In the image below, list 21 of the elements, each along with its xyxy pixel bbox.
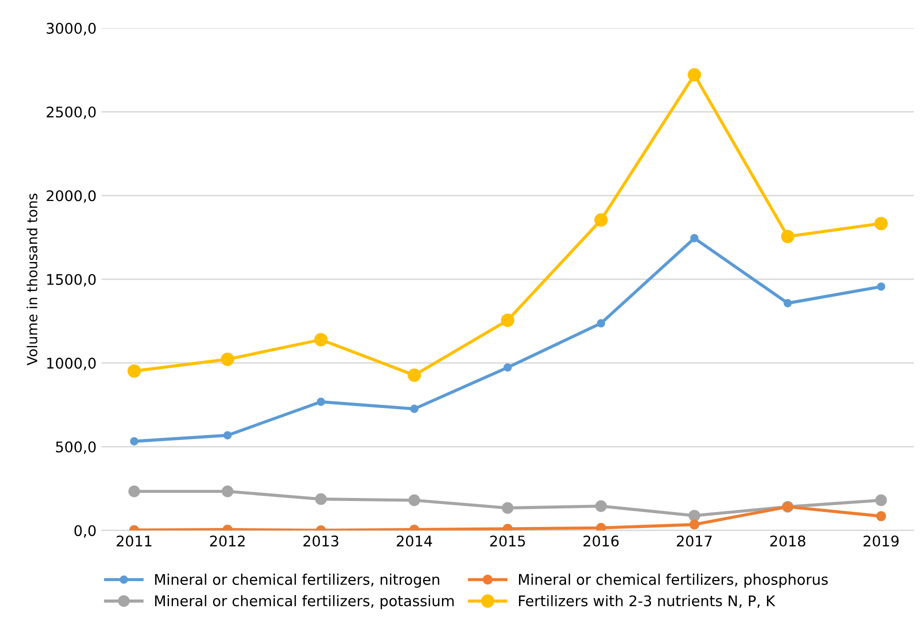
legend-label: Mineral or chemical fertilizers, nitrogen: [155, 574, 440, 588]
y-tick-label: 2500,0: [46, 106, 96, 120]
x-tick-label: 2015: [490, 536, 525, 547]
x-tick-label: 2013: [303, 536, 338, 547]
x-tick-label: 2014: [396, 536, 432, 547]
x-tick-label: 2019: [864, 536, 899, 547]
x-tick-label: 2017: [676, 536, 712, 547]
x-tick-label: 2012: [210, 536, 245, 547]
x-tick-label: 2016: [584, 536, 619, 547]
y-tick-label: 2000,0: [46, 190, 96, 203]
x-tick-label: 2018: [770, 536, 806, 547]
y-tick-label: 500,0: [56, 441, 96, 454]
y-tick-label: 1000,0: [47, 358, 96, 370]
y-tick-label: 3000,0: [46, 22, 96, 36]
y-tick-label: 1500,0: [47, 274, 96, 286]
legend-label: Mineral or chemical fertilizers, potassium: [155, 595, 454, 610]
legend-label: Fertilizers with 2-3 nutrients N, P, K: [519, 595, 776, 608]
y-axis-title: Volume in thousand tons: [26, 194, 38, 366]
y-tick-label: 0,0: [74, 525, 96, 538]
legend-label: Mineral or chemical fertilizers, phosphorus: [519, 574, 828, 588]
x-tick-label: 2011: [116, 536, 152, 547]
